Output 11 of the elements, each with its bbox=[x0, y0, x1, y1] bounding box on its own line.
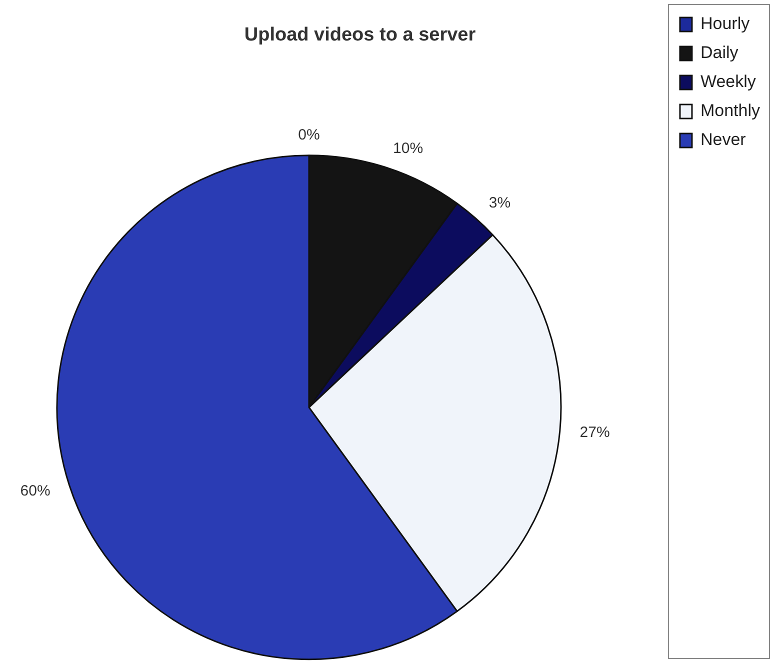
legend-label: Weekly bbox=[700, 72, 756, 92]
legend-label: Daily bbox=[700, 43, 739, 62]
data-label: 10% bbox=[393, 140, 424, 157]
legend-label: Never bbox=[700, 130, 746, 150]
legend-label: Monthly bbox=[700, 101, 760, 120]
chart-title: Upload videos to a server bbox=[244, 24, 476, 46]
legend-label: Hourly bbox=[700, 14, 750, 34]
data-label: 3% bbox=[488, 194, 511, 212]
data-label: 60% bbox=[20, 482, 50, 500]
text: 0% bbox=[298, 126, 320, 144]
data-label: 27% bbox=[580, 424, 610, 442]
